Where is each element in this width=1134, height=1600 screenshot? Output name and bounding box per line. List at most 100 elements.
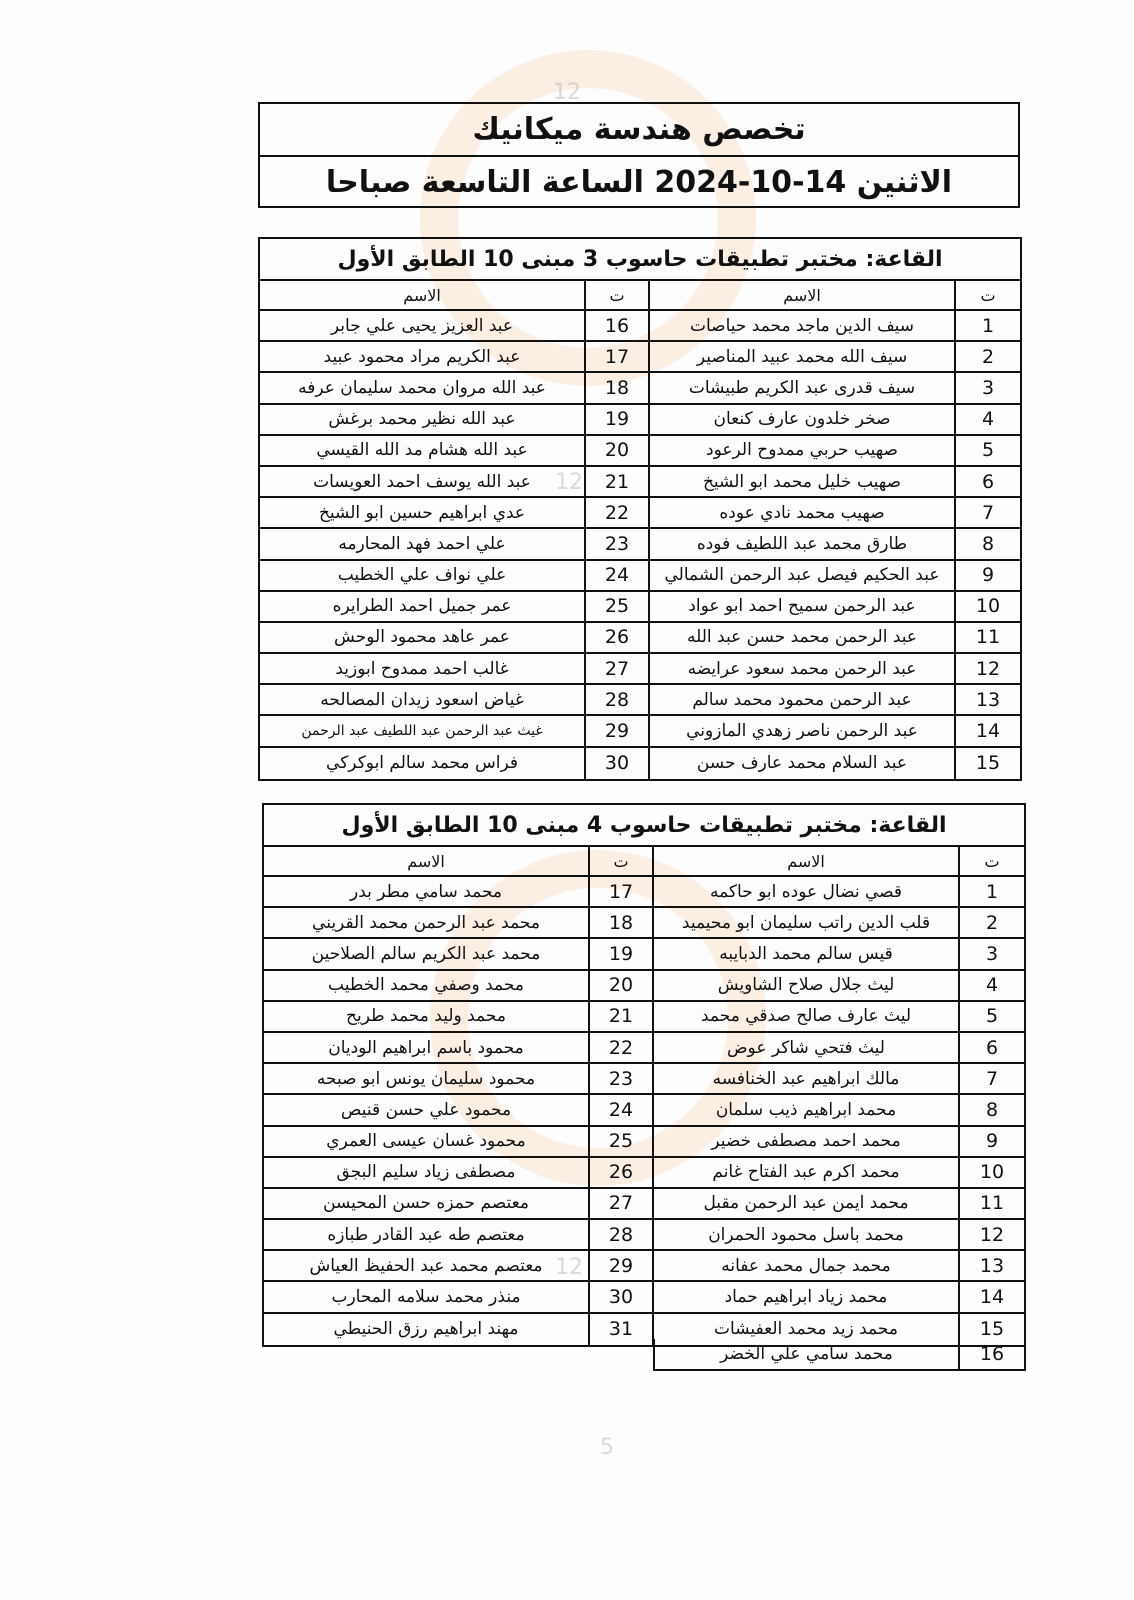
- student-name: ليث فتحي شاكر عوض: [652, 1032, 958, 1065]
- student-number: 10: [958, 1157, 1024, 1189]
- student-name: عبد الرحمن محمد سعود عرايضه: [648, 654, 954, 686]
- student-name: محمد زيد محمد العفيشات: [652, 1313, 958, 1345]
- student-number: 12: [954, 654, 1020, 686]
- student-number: 17: [588, 877, 652, 909]
- student-number: 22: [588, 1032, 652, 1065]
- student-name: محمد عبد الرحمن محمد القريني: [264, 908, 588, 940]
- student-number: 26: [584, 622, 648, 655]
- student-number: 11: [954, 622, 1020, 655]
- student-name: صهيب خليل محمد ابو الشيخ: [648, 466, 954, 499]
- student-name: عبد الرحمن ناصر زهدي المازوني: [648, 716, 954, 748]
- student-number: 5: [958, 1001, 1024, 1033]
- student-name: عبد الله يوسف احمد العويسات: [260, 467, 584, 499]
- student-number: 2: [958, 908, 1024, 940]
- student-name: معتصم حمزه حسن المحيسن: [264, 1189, 588, 1221]
- room-table-lab-4: القاعة: مختبر تطبيقات حاسوب 4 مبنى 10 ال…: [262, 803, 1026, 1347]
- student-name: قصي نضال عوده ابو حاكمه: [652, 877, 958, 909]
- student-name: سيف الدين ماجد محمد حياصات: [648, 311, 954, 343]
- student-name: فراس محمد سالم ابوكركي: [326, 753, 518, 774]
- student-number: 28: [588, 1220, 652, 1252]
- student-name: طارق محمد عبد اللطيف فوده: [648, 529, 954, 561]
- student-number: 1: [958, 877, 1024, 909]
- student-number: 9: [958, 1126, 1024, 1158]
- student-number: 19: [584, 404, 648, 436]
- watermark-clock-number: 5: [600, 1435, 614, 1460]
- student-name: منذر محمد سلامه المحارب: [264, 1282, 588, 1314]
- student-name: محمد باسل محمود الحمران: [652, 1220, 958, 1252]
- student-number: 25: [584, 591, 648, 623]
- student-number: 8: [958, 1095, 1024, 1127]
- student-number: 15: [954, 747, 1020, 779]
- header-number: ت: [584, 281, 648, 311]
- student-name: محمود غسان عيسى العمري: [264, 1127, 588, 1158]
- student-name: مصطفى زياد سليم البجق: [264, 1158, 588, 1189]
- student-number: 20: [584, 435, 648, 467]
- student-number: 18: [588, 908, 652, 940]
- exam-header: تخصص هندسة ميكانيك الاثنين 14-10-2024 ال…: [258, 102, 1020, 208]
- exam-date-time: الاثنين 14-10-2024 الساعة التاسعة صباحا: [260, 155, 1018, 208]
- student-number: 4: [958, 970, 1024, 1002]
- student-name: عدي ابراهيم حسين ابو الشيخ: [260, 498, 584, 530]
- student-number: 11: [958, 1188, 1024, 1221]
- student-number: 17: [584, 342, 648, 374]
- header-name: الاسم: [648, 281, 954, 311]
- student-name: محمد ايمن عبد الرحمن مقبل: [652, 1188, 958, 1221]
- student-number: 21: [584, 466, 648, 499]
- student-name: عبد الكريم مراد محمود عبيد: [260, 342, 584, 374]
- student-name: غيث عبد الرحمن عبد اللطيف عبد الرحمن: [260, 716, 584, 748]
- student-name: عبد العزيز يحيى علي جابر: [260, 311, 584, 343]
- student-number: 23: [584, 529, 648, 561]
- room-title: القاعة: مختبر تطبيقات حاسوب 4 مبنى 10 ال…: [264, 805, 1024, 847]
- student-name: عبد السلام محمد عارف حسن: [648, 747, 954, 779]
- student-number: 31: [588, 1313, 652, 1345]
- student-name: عبد الله نظير محمد برغش: [260, 405, 584, 436]
- student-number: 28: [584, 685, 648, 717]
- student-name: محمود سليمان يونس ابو صبحه: [264, 1064, 588, 1096]
- student-name: عبد الحكيم فيصل عبد الرحمن الشمالي: [648, 560, 954, 592]
- student-number: 23: [588, 1064, 652, 1096]
- header-name: الاسم: [652, 847, 958, 877]
- header-number: ت: [954, 281, 1020, 311]
- student-number: 6: [958, 1032, 1024, 1065]
- student-number: 1: [954, 311, 1020, 343]
- student-grid: ت الاسم ت الاسم 1 سيف الدين ماجد محمد حياصات 1…: [260, 281, 1020, 779]
- student-name: محمود علي حسن قنيص: [264, 1095, 588, 1127]
- student-number: 3: [954, 373, 1020, 405]
- student-name: معتصم محمد عبد الحفيظ العياش: [264, 1251, 588, 1283]
- student-grid: ت الاسم ت الاسم 1 قصي نضال عوده ابو حاكمه 17 مح…: [264, 847, 1024, 1345]
- student-name: محمد ابراهيم ذيب سلمان: [652, 1095, 958, 1127]
- student-name: عبد الله مروان محمد سليمان عرفه: [260, 373, 584, 405]
- student-name: علي نواف علي الخطيب: [260, 561, 584, 592]
- student-name: غياض اسعود زيدان المصالحه: [260, 685, 584, 717]
- student-number: 10: [954, 591, 1020, 623]
- student-name: غالب احمد ممدوح ابوزيد: [260, 654, 584, 686]
- student-name: علي احمد فهد المحارمه: [260, 529, 584, 561]
- student-number: 30: [588, 1282, 652, 1314]
- specialty-title: تخصص هندسة ميكانيك: [472, 112, 806, 147]
- header-name: الاسم: [260, 281, 584, 311]
- student-number: 26: [588, 1157, 652, 1189]
- student-number: 4: [954, 404, 1020, 436]
- student-name: سيف الله محمد عبيد المناصير: [648, 342, 954, 374]
- room-table-lab-3: القاعة: مختبر تطبيقات حاسوب 3 مبنى 10 ال…: [258, 237, 1022, 781]
- student-number: 3: [958, 939, 1024, 971]
- student-name: محمد عبد الكريم سالم الصلاحين: [264, 939, 588, 971]
- student-name: قيس سالم محمد الدبايبه: [652, 939, 958, 971]
- student-name: محمود باسم ابراهيم الوديان: [264, 1033, 588, 1065]
- student-number: 24: [584, 560, 648, 592]
- student-number: 2: [954, 342, 1020, 374]
- student-number: 25: [588, 1126, 652, 1158]
- student-number: 18: [584, 373, 648, 405]
- student-name: مهند ابراهيم رزق الحنيطي: [333, 1319, 519, 1340]
- student-number: 13: [954, 685, 1020, 717]
- student-name: محمد وليد محمد طريح: [264, 1002, 588, 1033]
- student-name: صهيب حربي ممدوح الرعود: [648, 435, 954, 467]
- student-name: محمد اكرم عبد الفتاح غانم: [652, 1157, 958, 1189]
- student-name: معتصم طه عبد القادر طبازه: [264, 1220, 588, 1252]
- student-name: عبد الله هشام مد الله القيسي: [260, 436, 584, 467]
- student-number: 29: [588, 1251, 652, 1283]
- student-number: 27: [588, 1188, 652, 1221]
- student-number: 21: [588, 1001, 652, 1033]
- student-number: 19: [588, 939, 652, 971]
- student-number: 16: [958, 1339, 1024, 1369]
